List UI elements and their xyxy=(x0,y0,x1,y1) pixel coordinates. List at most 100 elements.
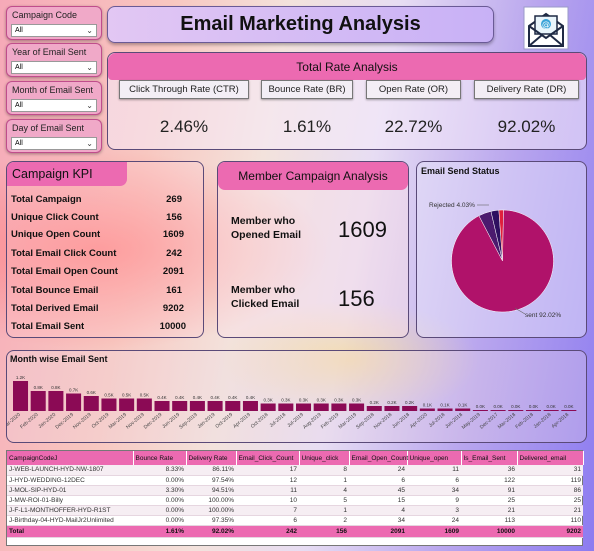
kpi-value: 161 xyxy=(166,285,182,296)
total-cell: 242 xyxy=(236,525,299,538)
bar-data-label: 0.5K xyxy=(104,393,113,398)
bar[interactable] xyxy=(172,401,188,411)
bar[interactable] xyxy=(189,401,205,411)
bar-data-label: 0.0K xyxy=(476,404,485,409)
table-cell: 11 xyxy=(407,465,461,476)
kpi-label: Total Campaign xyxy=(11,194,82,205)
bar[interactable] xyxy=(313,403,329,412)
table-cell: 12 xyxy=(236,475,299,486)
bar[interactable] xyxy=(119,398,135,412)
x-tick-label: Sep-2018 xyxy=(355,412,376,431)
table-row[interactable]: J-HYD-WEDDING-12DEC 0.00% 97.54% 12 1 6 6 122 11… xyxy=(7,475,583,486)
bar[interactable] xyxy=(154,401,170,411)
column-header[interactable]: Bounce Rate xyxy=(133,451,187,465)
bar[interactable] xyxy=(419,408,435,412)
bar[interactable] xyxy=(48,391,64,411)
bar[interactable] xyxy=(331,403,347,412)
slicer-campaign-code[interactable]: Campaign Code All ⌄ xyxy=(6,6,102,40)
table-cell: 100.00% xyxy=(186,505,236,516)
opened-email-label: Member who Opened Email xyxy=(231,214,301,242)
kpi-label: Total Bounce Email xyxy=(11,285,99,296)
opened-label-line-1: Member who xyxy=(231,215,296,227)
svg-text:@: @ xyxy=(542,20,550,29)
bar[interactable] xyxy=(525,410,541,411)
bar[interactable] xyxy=(437,408,453,412)
table-cell: 119 xyxy=(517,475,583,486)
column-header[interactable]: Delivery Rate xyxy=(186,451,237,465)
total-cell: Total xyxy=(7,525,133,538)
bar-data-label: 0.0K xyxy=(529,404,538,409)
bar-data-label: 0.2K xyxy=(387,400,396,405)
table-row[interactable]: J-Birthday-04-HYD-MailJr2Unlimited 0.00% 9… xyxy=(7,515,583,526)
bar[interactable] xyxy=(366,406,382,411)
slicer-dropdown[interactable]: All ⌄ xyxy=(11,137,97,150)
bar[interactable] xyxy=(296,403,312,412)
slicer-day[interactable]: Day of Email Sent All ⌄ xyxy=(6,119,102,153)
slicer-dropdown[interactable]: All ⌄ xyxy=(11,99,97,112)
column-header[interactable]: Unique_open xyxy=(407,451,462,465)
email-send-status-title: Email Send Status xyxy=(421,166,500,176)
slicer-year[interactable]: Year of Email Sent All ⌄ xyxy=(6,43,102,77)
column-header[interactable]: Unique_click xyxy=(299,451,350,465)
table-cell: 6 xyxy=(407,475,461,486)
column-header[interactable]: Is_Email_Sent xyxy=(461,451,518,465)
bar[interactable] xyxy=(455,408,471,412)
total-cell: 92.02% xyxy=(186,525,236,538)
pie-slice-sent[interactable] xyxy=(451,209,554,313)
chevron-down-icon: ⌄ xyxy=(86,139,93,148)
slicer-month[interactable]: Month of Email Sent All ⌄ xyxy=(6,81,102,115)
bar[interactable] xyxy=(207,401,223,411)
column-header[interactable]: CampaignCodeJ xyxy=(7,451,134,465)
slicer-dropdown[interactable]: All ⌄ xyxy=(11,61,97,74)
ctr-value: 2.46% xyxy=(159,117,209,136)
campaign-table[interactable]: CampaignCodeJ Bounce Rate Delivery Rate Ema… xyxy=(6,450,584,546)
column-header[interactable]: Email_Click_Count xyxy=(236,451,300,465)
slicer-label: Month of Email Sent xyxy=(12,85,94,95)
bar-data-label: 0.4K xyxy=(157,395,166,400)
table-cell: 5 xyxy=(299,495,349,506)
bar[interactable] xyxy=(260,403,276,412)
bar[interactable] xyxy=(472,410,488,411)
table-cell: 1 xyxy=(299,475,349,486)
clicked-label-line-1: Member who xyxy=(231,284,296,296)
bar[interactable] xyxy=(83,396,99,411)
x-tick-label: Jul-2018 xyxy=(269,412,288,429)
table-cell: 7 xyxy=(236,505,299,516)
table-cell: 100.00% xyxy=(186,495,236,506)
bar[interactable] xyxy=(242,401,258,411)
kpi-value: 2091 xyxy=(162,266,184,277)
kpi-label: Unique Open Count xyxy=(11,229,101,240)
bar[interactable] xyxy=(225,401,241,411)
x-tick-label: Jul-2018 xyxy=(428,412,447,429)
bar[interactable] xyxy=(66,393,82,412)
table-cell: 9 xyxy=(407,495,461,506)
table-row[interactable]: J-MOL-SIP-HYD-01 3.30% 94.51% 11 4 45 34 91 86 xyxy=(7,485,583,496)
bar[interactable] xyxy=(101,398,117,412)
table-cell: 3.30% xyxy=(133,485,186,496)
kpi-value: 10000 xyxy=(159,321,186,332)
bar[interactable] xyxy=(543,410,559,411)
slicer-label: Year of Email Sent xyxy=(12,47,87,57)
table-cell: 97.54% xyxy=(186,475,236,486)
bar[interactable] xyxy=(13,381,29,411)
bar[interactable] xyxy=(490,410,506,411)
table-row[interactable]: J-MW-ROI-01-Billy 0.00% 100.00% 10 5 15 9 25 25 xyxy=(7,495,583,506)
table-row[interactable]: J-WEB-LAUNCH-HYD-NW-1807 8.33% 86.11% 17 8 24… xyxy=(7,465,583,476)
bar[interactable] xyxy=(136,398,152,412)
column-header[interactable]: Email_Open_Count xyxy=(349,451,408,465)
bar[interactable] xyxy=(402,406,418,411)
rate-analysis-heading: Total Rate Analysis xyxy=(108,53,586,80)
bar[interactable] xyxy=(30,391,46,411)
bar[interactable] xyxy=(349,403,365,412)
bar-data-label: 0.0K xyxy=(564,404,573,409)
table-cell: 34 xyxy=(407,485,461,496)
bar[interactable] xyxy=(561,410,577,411)
bar[interactable] xyxy=(384,406,400,411)
bar[interactable] xyxy=(278,403,294,412)
table-row[interactable]: J-F-L1-MONTHOFFER-HYD-R1ST 0.00% 100.00% 7 1… xyxy=(7,505,583,516)
slicer-dropdown[interactable]: All ⌄ xyxy=(11,24,97,37)
bar[interactable] xyxy=(508,410,524,411)
pie-label-sent: sent 92.02% xyxy=(525,312,561,319)
table-cell: 0.00% xyxy=(133,505,186,516)
column-header[interactable]: Delivered_email xyxy=(517,451,584,465)
